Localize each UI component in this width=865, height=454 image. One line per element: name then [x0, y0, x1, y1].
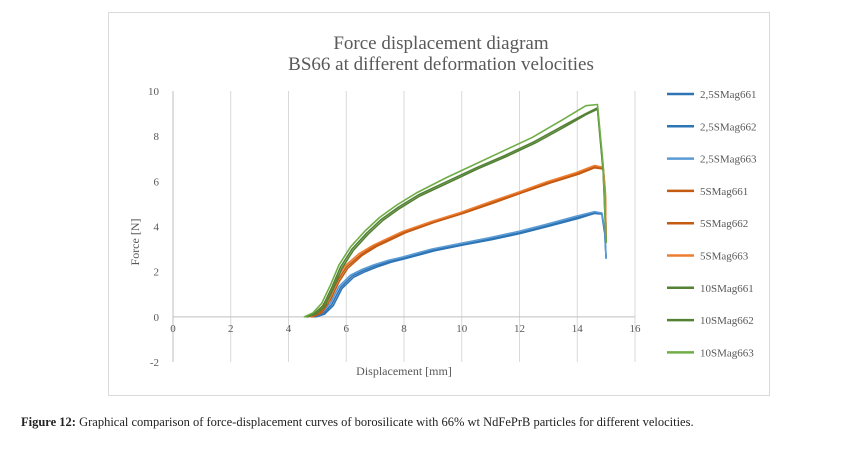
series-line: [306, 108, 607, 318]
legend-label: 2,5SMag662: [700, 121, 757, 133]
x-tick-label: 8: [401, 323, 407, 335]
x-axis-title: Displacement [mm]: [356, 364, 452, 378]
gridlines: [230, 91, 636, 362]
series-line: [315, 212, 607, 318]
chart-title: Force displacement diagram: [333, 33, 548, 54]
series-line: [309, 164, 607, 318]
y-tick-label: 8: [154, 131, 160, 143]
series-line: [312, 167, 607, 318]
y-tick-label: 6: [154, 176, 160, 188]
tick-labels: 0 2 4 6 8 10 12 14 16 -2 0 2 4 6 8 10: [148, 86, 641, 369]
x-tick-label: 10: [456, 323, 468, 335]
chart-subtitle: BS66 at different deformation velocities: [288, 54, 594, 75]
legend-label: 10SMag661: [700, 283, 754, 295]
series-line: [303, 103, 607, 318]
y-axis-title: Force [N]: [128, 219, 142, 266]
legend-label: 10SMag663: [700, 347, 754, 359]
series-lines: [303, 103, 607, 318]
y-tick-label: 2: [154, 267, 160, 279]
series-line: [313, 211, 607, 318]
x-tick-label: 2: [228, 323, 234, 335]
series-line: [305, 107, 607, 318]
legend: 2,5SMag661 2,5SMag662 2,5SMag663 5SMag661 5S…: [667, 89, 757, 359]
figure-caption: Figure 12: Graphical comparison of force…: [21, 415, 861, 430]
x-tick-label: 12: [514, 323, 525, 335]
y-tick-label: 10: [148, 86, 160, 98]
caption-label: Figure 12:: [21, 415, 76, 429]
series-line: [312, 210, 607, 318]
legend-label: 5SMag662: [700, 218, 748, 230]
y-tick-label: -2: [150, 357, 159, 369]
legend-label: 2,5SMag663: [700, 154, 757, 166]
caption-text: Graphical comparison of force-displaceme…: [75, 415, 694, 429]
series-line: [310, 165, 607, 318]
x-tick-label: 16: [630, 323, 642, 335]
legend-label: 10SMag662: [700, 315, 754, 327]
legend-label: 5SMag661: [700, 186, 748, 198]
x-tick-label: 4: [286, 323, 292, 335]
legend-label: 5SMag663: [700, 251, 749, 263]
x-tick-label: 14: [572, 323, 584, 335]
y-tick-label: 0: [154, 312, 160, 324]
axes: [172, 91, 635, 362]
x-tick-label: 0: [170, 323, 176, 335]
legend-label: 2,5SMag661: [700, 89, 757, 101]
chart-container: Force displacement diagram BS66 at diffe…: [108, 12, 770, 396]
y-tick-label: 4: [154, 222, 160, 234]
x-tick-label: 6: [344, 323, 350, 335]
force-displacement-chart: Force displacement diagram BS66 at diffe…: [128, 33, 757, 378]
